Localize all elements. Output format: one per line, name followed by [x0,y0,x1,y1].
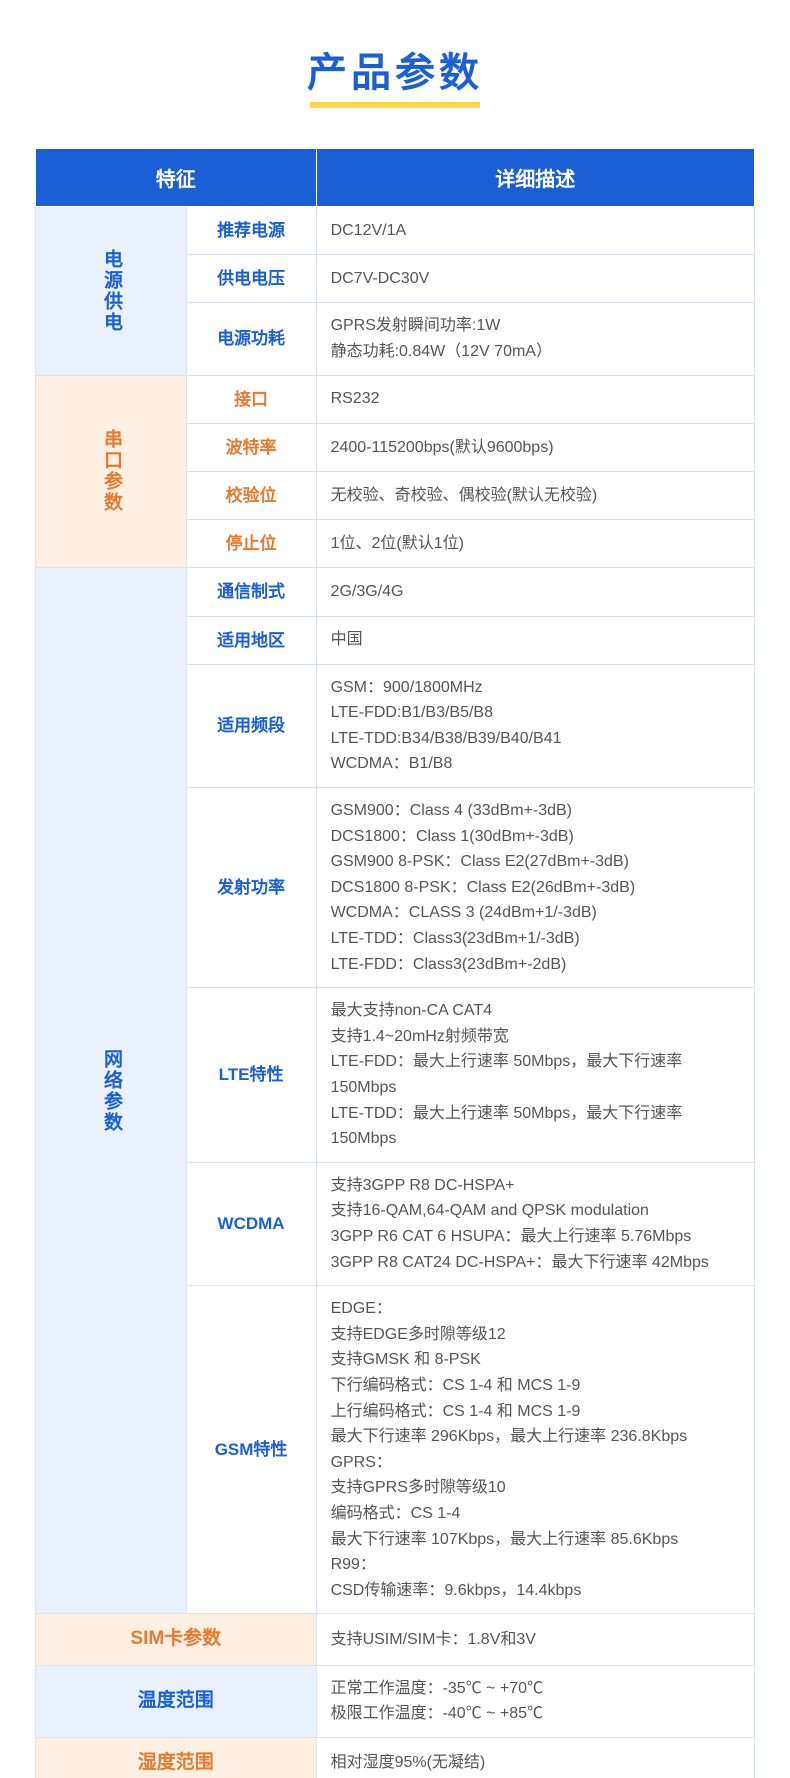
sub-cell: GSM特性 [186,1286,316,1614]
single-head-cell: SIM卡参数 [36,1614,317,1665]
spec-table: 特征 详细描述 电源供电推荐电源DC12V/1A供电电压DC7V-DC30V电源… [35,148,755,1778]
value-cell: 1位、2位(默认1位) [316,520,754,568]
single-head-cell: 湿度范围 [36,1737,317,1778]
value-cell: GSM：900/1800MHz LTE-FDD:B1/B3/B5/B8 LTE-… [316,664,754,787]
value-cell: GSM900：Class 4 (33dBm+-3dB) DCS1800：Clas… [316,788,754,988]
page-title: 产品参数 [35,40,755,98]
value-cell: DC7V-DC30V [316,255,754,303]
sub-cell: 波特率 [186,423,316,471]
value-cell: 相对湿度95%(无凝结) [316,1737,754,1778]
value-cell: DC12V/1A [316,207,754,255]
category-cell: 网络参数 [36,568,187,1614]
table-row: 网络参数通信制式2G/3G/4G [36,568,755,616]
value-cell: RS232 [316,375,754,423]
single-head-cell: 温度范围 [36,1665,317,1737]
sub-cell: 接口 [186,375,316,423]
sub-cell: LTE特性 [186,988,316,1163]
sub-cell: 适用地区 [186,616,316,664]
sub-cell: 供电电压 [186,255,316,303]
value-cell: 2G/3G/4G [316,568,754,616]
value-cell: 正常工作温度：-35℃ ~ +70℃ 极限工作温度：-40℃ ~ +85℃ [316,1665,754,1737]
sub-cell: 通信制式 [186,568,316,616]
category-cell: 串口参数 [36,375,187,568]
sub-cell: 电源功耗 [186,303,316,375]
sub-cell: 适用频段 [186,664,316,787]
table-row: 串口参数接口RS232 [36,375,755,423]
value-cell: 中国 [316,616,754,664]
table-row: 温度范围正常工作温度：-35℃ ~ +70℃ 极限工作温度：-40℃ ~ +85… [36,1665,755,1737]
value-cell: 支持3GPP R8 DC-HSPA+ 支持16-QAM,64-QAM and Q… [316,1162,754,1285]
table-row: 湿度范围相对湿度95%(无凝结) [36,1737,755,1778]
header-feature: 特征 [36,149,317,207]
header-detail: 详细描述 [316,149,754,207]
value-cell: 支持USIM/SIM卡：1.8V和3V [316,1614,754,1665]
value-cell: 无校验、奇校验、偶校验(默认无校验) [316,471,754,519]
value-cell: 2400-115200bps(默认9600bps) [316,423,754,471]
value-cell: GPRS发射瞬间功率:1W 静态功耗:0.84W（12V 70mA） [316,303,754,375]
value-cell: 最大支持non-CA CAT4 支持1.4~20mHz射频带宽 LTE-FDD：… [316,988,754,1163]
sub-cell: 推荐电源 [186,207,316,255]
sub-cell: WCDMA [186,1162,316,1285]
sub-cell: 停止位 [186,520,316,568]
table-row: 电源供电推荐电源DC12V/1A [36,207,755,255]
title-underline [310,102,480,108]
table-row: SIM卡参数支持USIM/SIM卡：1.8V和3V [36,1614,755,1665]
category-cell: 电源供电 [36,207,187,376]
table-header-row: 特征 详细描述 [36,149,755,207]
value-cell: EDGE： 支持EDGE多时隙等级12 支持GMSK 和 8-PSK 下行编码格… [316,1286,754,1614]
sub-cell: 校验位 [186,471,316,519]
sub-cell: 发射功率 [186,788,316,988]
